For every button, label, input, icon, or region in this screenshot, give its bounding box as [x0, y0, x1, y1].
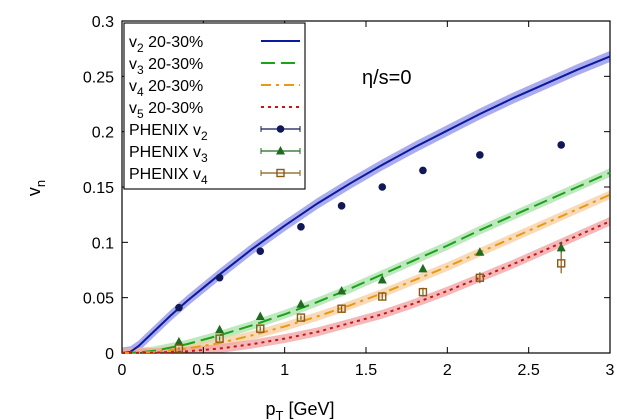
legend-label-sub: 3 — [201, 151, 208, 165]
data-point-5 — [255, 311, 265, 320]
data-point-5 — [377, 274, 387, 284]
data-point-6 — [337, 304, 346, 313]
data-point-5 — [556, 242, 566, 252]
series-line-1 — [121, 171, 611, 354]
legend-marker-5 — [276, 146, 285, 155]
data-point-5 — [337, 286, 347, 295]
y-tick-label: 0.15 — [83, 180, 114, 197]
data-point-4 — [476, 151, 484, 159]
legend-label-sub: 5 — [137, 107, 144, 121]
data-point-4 — [419, 166, 427, 175]
legend-label-5: PHENIX v3 — [129, 144, 208, 165]
legend-label-rest: 20-30% — [144, 34, 204, 51]
uncertainty-band-0 — [122, 50, 610, 353]
legend-label-rest: 20-30% — [144, 56, 204, 73]
y-tick-label: 0.1 — [92, 235, 114, 252]
legend-label-6: PHENIX v4 — [129, 166, 208, 187]
legend-label-main: v — [129, 100, 137, 117]
data-point-4 — [175, 303, 183, 312]
x-tick-label: 3 — [606, 362, 615, 379]
legend-label-main: PHENIX v — [129, 122, 201, 139]
legend-label-main: v — [129, 34, 137, 51]
legend-label-2: v4 20-30% — [129, 78, 203, 99]
legend-label-sub: 4 — [137, 85, 144, 99]
legend-label-rest: 20-30% — [144, 78, 204, 95]
legend-marker-4 — [276, 125, 285, 133]
y-tick-label: 0 — [105, 346, 114, 363]
uncertainty-band-2 — [122, 190, 610, 353]
legend-label-rest: 20-30% — [144, 100, 204, 117]
y-tick-label: 0.05 — [83, 291, 114, 308]
data-point-5 — [174, 336, 184, 346]
legend-marker-6 — [276, 168, 285, 178]
legend-label-sub: 2 — [137, 41, 144, 55]
x-axis-label-main: p — [266, 399, 276, 419]
legend-label-main: v — [129, 78, 137, 95]
x-axis-label: pT [GeV] — [266, 399, 335, 420]
legend-box — [123, 22, 306, 190]
legend-label-3: v5 20-30% — [129, 100, 203, 121]
y-axis-label-main: v — [24, 187, 44, 196]
legend-label-1: v3 20-30% — [129, 56, 203, 77]
uncertainty-band-1 — [122, 168, 610, 353]
data-point-4 — [256, 247, 265, 255]
data-point-4 — [297, 223, 305, 231]
y-tick-label: 0.2 — [92, 125, 114, 142]
y-tick-label: 0.25 — [83, 69, 114, 86]
x-axis-label-sub: T — [276, 408, 284, 420]
y-axis-label-sub: n — [33, 180, 48, 187]
series-line-3 — [121, 220, 611, 354]
annotation-eta-over-s: η/s=0 — [362, 67, 411, 89]
uncertainty-bands — [122, 50, 610, 353]
data-point-6 — [296, 313, 306, 322]
data-point-4 — [378, 183, 387, 191]
y-tick-label: 0.3 — [92, 14, 114, 31]
x-tick-label: 2.5 — [518, 362, 540, 379]
legend-label-sub: 3 — [137, 63, 144, 77]
legend-label-main: PHENIX v — [129, 166, 201, 183]
data-point-4 — [557, 141, 565, 149]
data-point-6 — [174, 344, 184, 353]
data-point-6 — [418, 287, 428, 297]
data-point-6 — [256, 324, 265, 333]
x-tick-label: 2 — [443, 362, 452, 379]
data-point-4 — [215, 273, 224, 282]
series-line-2 — [121, 193, 611, 354]
x-tick-label: 0.5 — [192, 362, 214, 379]
legend: v2 20-30%v3 20-30%v4 20-30%v5 20-30%PHEN… — [123, 22, 306, 190]
y-axis-label: vn — [24, 180, 48, 196]
data-point-6 — [215, 334, 224, 343]
legend-label-main: v — [129, 56, 137, 73]
tick-labels: 0 0.5 1 1.5 2 2.5 3 0 0.05 0.1 0.15 0.2 0.25 0.3 — [83, 14, 615, 379]
x-axis-label-unit: [GeV] — [283, 399, 334, 419]
data-point-6 — [378, 292, 387, 301]
legend-label-main: PHENIX v — [129, 144, 201, 161]
x-tick-label: 0 — [118, 362, 127, 379]
data-point-5 — [215, 324, 225, 334]
legend-label-4: PHENIX v2 — [129, 122, 208, 143]
model-curves — [121, 55, 611, 354]
x-tick-label: 1.5 — [355, 362, 377, 379]
x-tick-label: 1 — [280, 362, 289, 379]
data-point-5 — [296, 299, 306, 308]
data-point-6 — [557, 259, 566, 268]
legend-label-sub: 4 — [201, 173, 208, 187]
legend-label-0: v2 20-30% — [129, 34, 203, 55]
data-point-5 — [475, 247, 485, 256]
data-point-4 — [337, 202, 346, 210]
data-point-5 — [418, 263, 428, 273]
data-point-6 — [475, 273, 485, 282]
data-points — [174, 141, 566, 353]
series-line-0 — [121, 55, 611, 354]
legend-label-sub: 2 — [201, 129, 208, 143]
